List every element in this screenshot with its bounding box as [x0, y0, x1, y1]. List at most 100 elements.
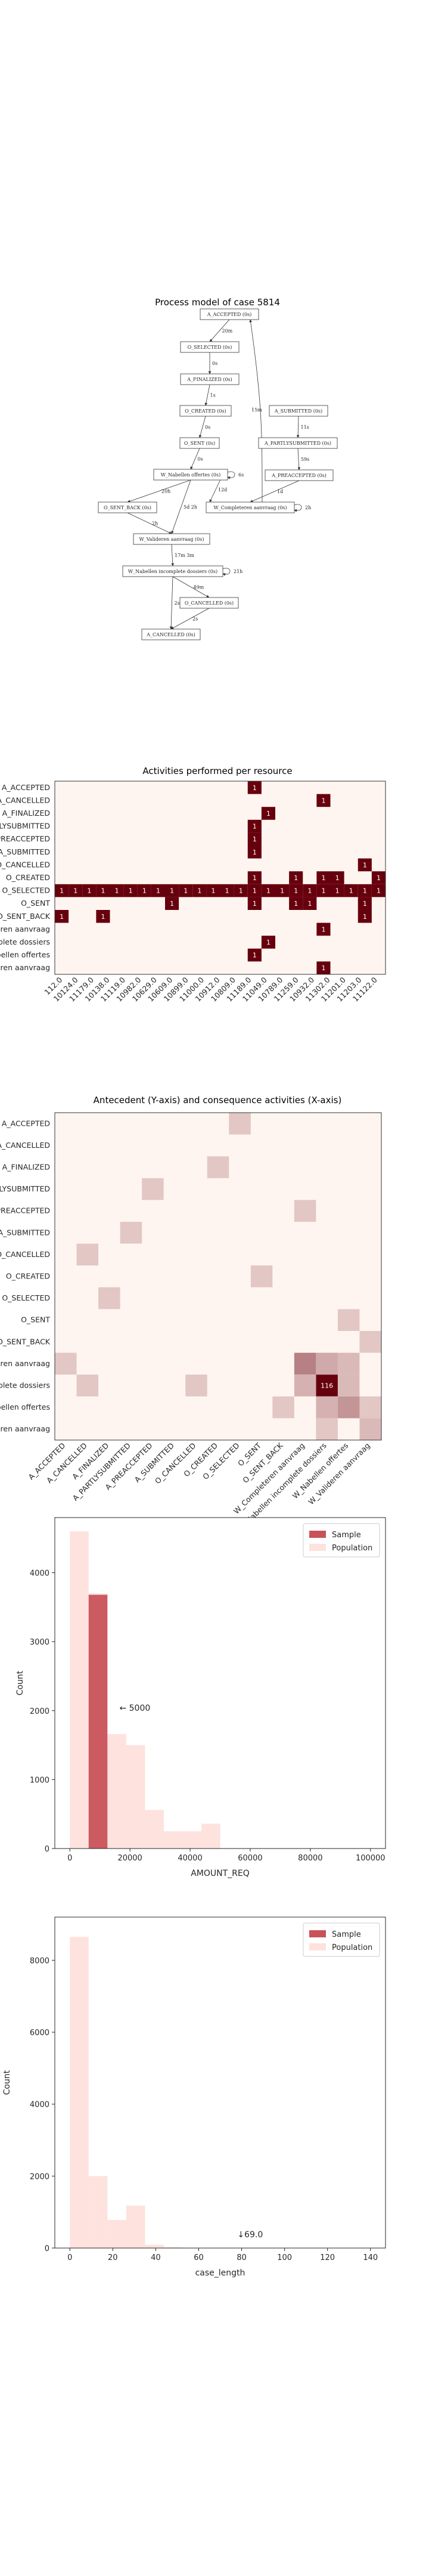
x-tick-label: 100000: [356, 1854, 386, 1863]
heatmap-cell: [316, 871, 331, 884]
plot-background: [55, 1917, 386, 2248]
heatmap-cell-label: 1: [253, 874, 257, 882]
process-node-box: [179, 597, 239, 609]
heatmap-cell: [98, 1287, 120, 1309]
heatmap-cell-label: 1: [377, 874, 381, 882]
histogram-bar-population: [107, 1734, 126, 1849]
histogram-bar-sample: [88, 1594, 108, 1849]
heatmap-cell: [165, 884, 179, 897]
annotation: ← 5000: [119, 1704, 150, 1713]
heatmap-y-tick-label: W_Nabellen incomplete dossiers: [0, 1381, 50, 1390]
heatmap-y-tick-label: A_CANCELLED: [0, 1141, 50, 1150]
process-edge: [171, 479, 191, 534]
heatmap-cell: [359, 1418, 381, 1440]
process-node-label: A_ACCEPTED (0s): [207, 312, 252, 317]
process-node-box: [153, 469, 228, 481]
heatmap-cell: [110, 884, 124, 897]
heatmap-cell: [220, 884, 234, 897]
process-edge: [172, 576, 210, 598]
heatmap-cell-label: 1: [170, 887, 174, 895]
heatmap-cell: [330, 871, 344, 884]
process-node-o-sent-back: O_SENT_BACK (0s): [98, 501, 157, 513]
heatmap-cell-label: 1: [266, 887, 271, 895]
heatmap-frame: [54, 781, 386, 975]
histogram-bar-population: [126, 1745, 145, 1849]
process-edge: [171, 544, 175, 566]
heatmap-cell: [289, 871, 303, 884]
y-tick-label: 8000: [30, 1956, 49, 1965]
resource-heatmap-title: Activities performed per resource: [142, 766, 292, 776]
heatmap-y-tick-label: W_Completeren aanvraag: [0, 924, 50, 933]
process-edge-label: 59s: [301, 457, 309, 462]
x-tick-label: 100: [277, 2253, 292, 2262]
heatmap-cell-label: 1: [253, 887, 257, 895]
heatmap-cell-label: 1: [73, 887, 77, 895]
process-edge-label: 2s: [192, 617, 198, 622]
heatmap-y-tick-label: O_CANCELLED: [0, 1250, 50, 1259]
process-node-label: O_CREATED (0s): [185, 408, 226, 414]
histogram-bar-population: [182, 1831, 201, 1849]
process-node-box: [180, 373, 240, 385]
process-edge-loop: [294, 504, 302, 512]
heatmap-y-tick-label: O_CREATED: [6, 873, 50, 882]
process-edge-label: 21h: [234, 569, 243, 574]
histogram-bar-population: [145, 1810, 164, 1849]
heatmap-cell: [294, 1200, 316, 1222]
heatmap-cell: [96, 884, 110, 897]
process-edge-label: 49m: [194, 585, 204, 590]
heatmap-cell: [261, 884, 275, 897]
x-tick-label: 120: [320, 2253, 335, 2262]
heatmap-cell-label: 1: [363, 900, 367, 908]
histogram-bar-population: [70, 1531, 89, 1849]
heatmap-cell-label: 1: [170, 900, 174, 908]
heatmap-cell: [359, 1331, 381, 1353]
x-tick-label: 0: [67, 2253, 72, 2262]
heatmap-cell-label: 1: [363, 861, 367, 869]
heatmap-cell: [316, 884, 331, 897]
heatmap-cell: [272, 1396, 294, 1419]
histogram-bar-population: [145, 2244, 164, 2248]
heatmap-y-tick-label: O_SENT: [21, 899, 50, 908]
heatmap-cell: [206, 884, 220, 897]
x-axis-label: AMOUNT_REQ: [191, 1869, 250, 1878]
transition-heatmap-title: Antecedent (Y-axis) and consequence acti…: [94, 1095, 342, 1106]
heatmap-cell: [76, 1374, 99, 1397]
heatmap-y-tick-label: O_CANCELLED: [0, 860, 50, 869]
heatmap-cell: [55, 910, 69, 923]
process-edge: [127, 512, 172, 534]
process-node-box: [122, 565, 223, 577]
process-node-label: A_CANCELLED (0s): [146, 632, 195, 637]
heatmap-y-tick-label: A_ACCEPTED: [2, 783, 50, 792]
heatmap-cell: [371, 871, 386, 884]
process-edge-label: 2h: [152, 521, 158, 527]
heatmap-cell-label: 1: [335, 874, 340, 882]
heatmap-cell: [316, 922, 331, 936]
heatmap-cell: [316, 1418, 338, 1440]
process-edge-label: 1d: [277, 489, 283, 494]
histogram-bar-population: [70, 1937, 89, 2248]
process-node-label: O_SENT_BACK (0s): [104, 505, 151, 510]
heatmap-cell: [371, 884, 386, 897]
heatmap-cell: [247, 871, 262, 884]
heatmap-cell-label: 1: [363, 887, 367, 895]
process-edge-label: 12d: [218, 487, 227, 493]
heatmap-x-tick-label: A_ACCEPTED: [26, 1441, 67, 1482]
heatmap-cell: [247, 819, 262, 833]
process-edge-label: 11s: [301, 425, 309, 430]
heatmap-y-tick-label: O_SENT_BACK: [0, 912, 51, 921]
heatmap-cell: [303, 897, 317, 910]
heatmap-y-tick-label: O_SENT: [21, 1315, 50, 1324]
heatmap-cell: [142, 1178, 164, 1200]
y-tick-label: 6000: [30, 2029, 49, 2038]
x-tick-label: 20000: [117, 1854, 142, 1863]
heatmap-y-tick-label: O_SELECTED: [2, 1293, 50, 1302]
process-edge: [296, 416, 300, 438]
legend-entry: Sample: [332, 1930, 361, 1939]
y-tick-label: 3000: [30, 1638, 49, 1647]
process-edge: [250, 480, 300, 503]
legend-entry: Sample: [332, 1531, 361, 1540]
process-node-box: [179, 437, 220, 449]
heatmap-cell-label: 1: [294, 887, 298, 895]
heatmap-cell: [179, 884, 193, 897]
process-edge: [209, 319, 230, 342]
